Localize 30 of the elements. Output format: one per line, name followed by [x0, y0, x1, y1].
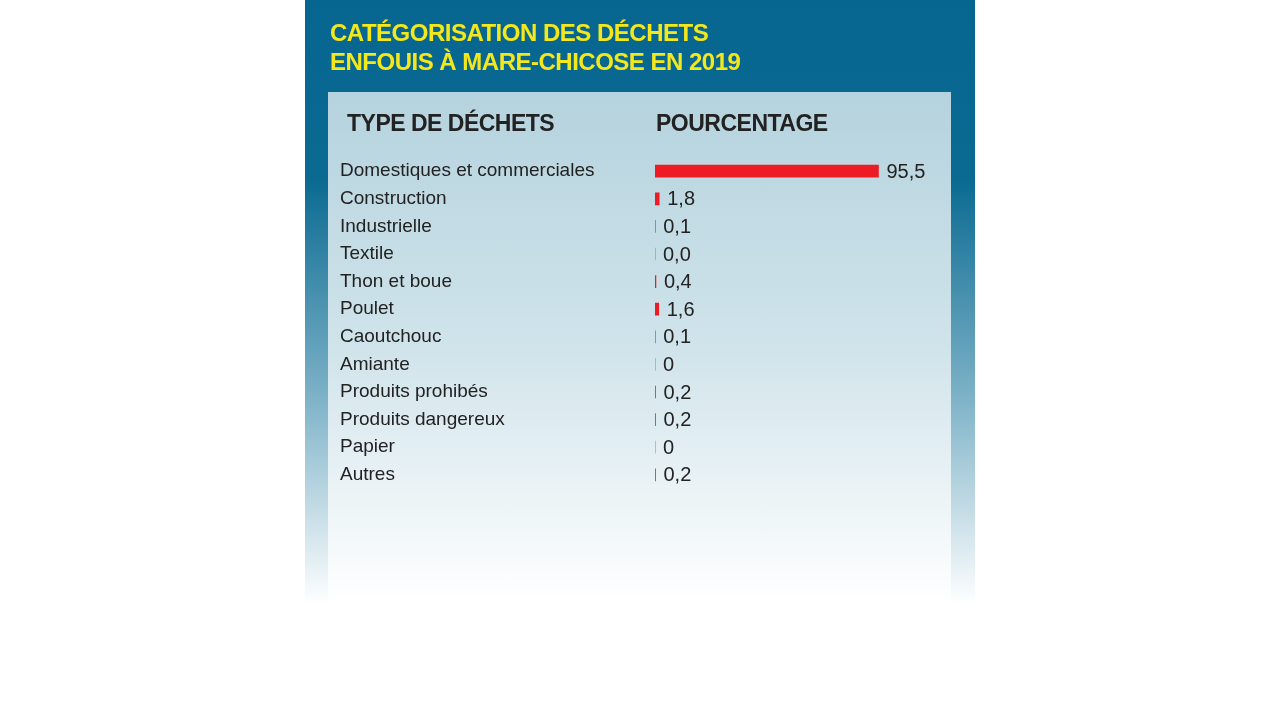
y-axis-title: TYPE DE DÉCHETS — [347, 110, 555, 137]
y-tick-label: Textile — [340, 242, 394, 264]
x-axis-title: POURCENTAGE — [656, 110, 828, 137]
y-tick-label: Domestiques et commerciales — [340, 159, 595, 181]
y-tick-label: Autres — [340, 463, 395, 485]
data-label: 95,5 — [886, 159, 926, 182]
data-label: 0,4 — [663, 270, 692, 293]
data-label: 0,0 — [663, 242, 691, 265]
data-label: 0,2 — [663, 380, 692, 403]
y-tick-label: Poulet — [340, 297, 395, 319]
y-tick-label: Papier — [340, 435, 396, 457]
data-label: 1,6 — [666, 297, 695, 320]
data-label: 0,2 — [663, 408, 692, 431]
y-tick-label: Construction — [340, 187, 447, 209]
y-tick-label: Produits prohibés — [340, 380, 488, 402]
data-label: 0,1 — [663, 325, 692, 348]
y-tick-label: Produits dangereux — [340, 407, 506, 429]
y-tick-label: Industrielle — [340, 214, 432, 236]
data-label: 0,2 — [663, 463, 692, 486]
chart-title: CATÉGORISATION DES DÉCHETS ENFOUIS À MARE-CHICOSE EN 2019 — [330, 18, 742, 76]
data-label: 0 — [663, 352, 675, 375]
data-label: 0,1 — [663, 214, 692, 237]
y-tick-label: Thon et boue — [340, 269, 452, 291]
data-label: 0 — [663, 435, 675, 458]
data-label: 1,8 — [667, 187, 696, 210]
y-tick-label: Amiante — [340, 352, 410, 374]
bar — [655, 164, 879, 178]
bar — [655, 302, 660, 316]
bar — [655, 192, 660, 206]
y-tick-label: Caoutchouc — [340, 325, 442, 347]
